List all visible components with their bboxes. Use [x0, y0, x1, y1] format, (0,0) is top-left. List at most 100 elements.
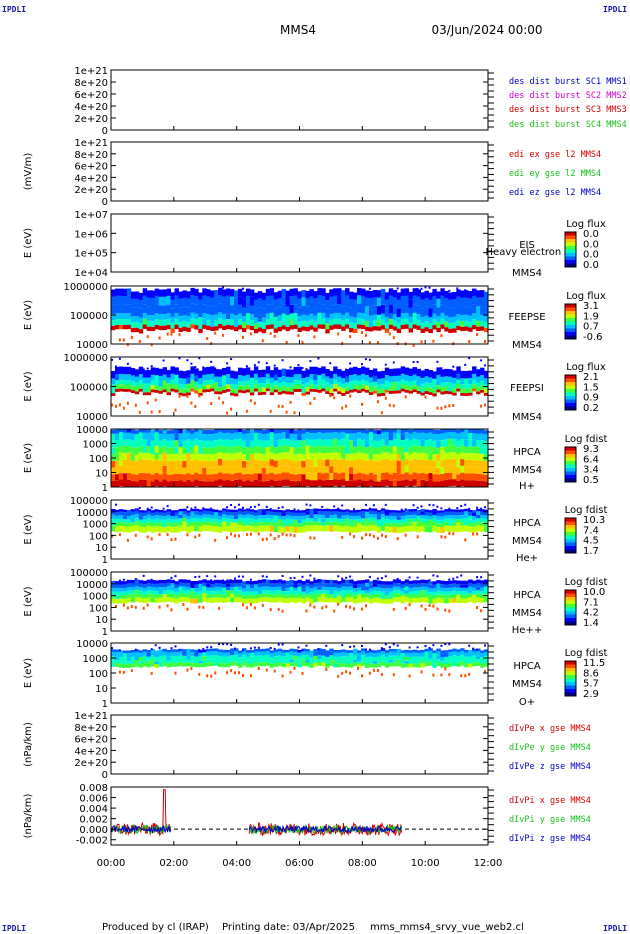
spectrogram-cell [480, 587, 485, 591]
spectrogram-cell [460, 650, 465, 655]
spectrogram-cell [162, 479, 167, 487]
spectrogram-cell [396, 512, 402, 517]
spectrogram-speckle [341, 406, 344, 410]
spectrogram-speckle [202, 647, 205, 650]
spectrogram-cell [380, 466, 386, 473]
spectrogram-cell [476, 386, 481, 392]
spectrogram-cell [281, 660, 286, 664]
spectrogram-cell [313, 446, 318, 454]
spectrogram-cell [194, 445, 199, 453]
spectrogram-cell [404, 479, 410, 486]
spectrogram-cell [472, 324, 477, 330]
spectrogram-cell [158, 656, 163, 661]
spectrogram-cell [448, 525, 453, 532]
spectrogram-cell [170, 660, 175, 663]
spectrogram-cell [392, 446, 398, 453]
spectrogram-cell [138, 650, 144, 653]
spectrogram-cell [242, 368, 247, 376]
spectrogram-cell [436, 430, 441, 434]
spectrogram-cell [452, 583, 457, 588]
y-tick-label: 1000000 [63, 282, 108, 293]
spectrogram-cell [186, 439, 191, 447]
spectrogram-cell [412, 656, 417, 661]
spectrogram-cell [277, 590, 283, 594]
spectrogram-cell [424, 447, 429, 454]
spectrogram-speckle [190, 507, 193, 510]
spectrogram-cell [460, 392, 465, 396]
colorbar-segment [565, 685, 576, 690]
spectrogram-cell [432, 522, 437, 526]
spectrogram-cell [289, 296, 294, 305]
spectrogram-cell [186, 527, 191, 533]
spectrogram-cell [281, 296, 286, 305]
spectrogram-cell [218, 287, 223, 296]
spectrogram-cell [242, 322, 247, 328]
spectrogram-speckle [285, 533, 288, 537]
spectrogram-cell [202, 454, 207, 461]
spectrogram-cell [372, 390, 378, 394]
spectrogram-cell [372, 368, 378, 376]
spectrogram-cell [154, 664, 160, 668]
spectrogram-cell [404, 509, 410, 512]
colorbar-segment [565, 600, 576, 605]
spectrogram-cell [118, 324, 124, 330]
spectrogram-cell [325, 308, 330, 318]
spectrogram-cell [210, 373, 215, 380]
spectrogram-cell [130, 515, 136, 519]
spectrogram-cell [122, 446, 128, 453]
spectrogram-cell [230, 467, 235, 475]
spectrogram-cell [349, 467, 354, 474]
spectrogram-cell [404, 304, 410, 313]
spectrogram-speckle [448, 609, 451, 613]
spectrogram-cell [365, 593, 370, 598]
spectrogram-cell [408, 598, 413, 604]
spectrogram-cell [174, 480, 179, 487]
spectrogram-cell [404, 385, 410, 390]
spectrogram-cell [273, 649, 279, 653]
spectrogram-speckle [257, 503, 260, 506]
spectrogram-cell [238, 319, 243, 326]
spectrogram-cell [265, 648, 271, 652]
spectrogram-cell [349, 316, 354, 323]
spectrogram-cell [400, 446, 406, 454]
spectrogram-cell [186, 579, 191, 584]
spectrogram-cell [186, 316, 191, 322]
spectrogram-cell [297, 327, 302, 332]
spectrogram-cell [158, 296, 163, 306]
spectrogram-cell [468, 460, 473, 467]
spectrogram-cell [142, 516, 148, 520]
spectrogram-cell [472, 384, 477, 389]
spectrogram-cell [464, 591, 469, 595]
spectrogram-cell [174, 288, 179, 296]
spectrogram-cell [309, 663, 314, 668]
spectrogram-cell [313, 466, 318, 474]
spectrogram-cell [210, 461, 215, 468]
spectrogram-cell [372, 514, 378, 518]
spectrogram-cell [154, 598, 160, 603]
spectrogram-cell [368, 508, 374, 511]
spectrogram-cell [416, 319, 421, 326]
spectrogram-cell [460, 297, 465, 307]
spectrogram-speckle [118, 357, 121, 360]
spectrogram-cell [365, 467, 370, 475]
spectrogram-speckle [333, 396, 336, 400]
spectrogram-speckle [230, 407, 233, 411]
spectrogram-speckle [230, 579, 233, 582]
spectrogram-cell [480, 580, 485, 584]
spectrogram-cell [265, 296, 271, 305]
spectrogram-cell [440, 433, 445, 441]
spectrogram-cell [138, 459, 144, 467]
spectrogram-cell [400, 588, 406, 592]
spectrogram-cell [368, 459, 374, 466]
spectrogram-cell [456, 656, 461, 661]
spectrogram-cell [480, 663, 485, 668]
spectrogram-cell [214, 453, 219, 461]
spectrogram-cell [309, 453, 314, 460]
spectrogram-speckle [166, 332, 169, 336]
spectrogram-cell [142, 655, 148, 660]
spectrogram-cell [115, 319, 120, 325]
spectrogram-cell [273, 384, 279, 390]
spectrogram-speckle [309, 536, 312, 540]
spectrogram-cell [154, 324, 160, 330]
